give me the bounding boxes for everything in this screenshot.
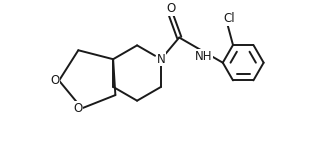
Text: O: O — [51, 74, 60, 87]
Text: Cl: Cl — [223, 12, 235, 25]
Text: N: N — [157, 53, 165, 66]
Text: O: O — [167, 2, 176, 15]
Text: NH: NH — [195, 50, 212, 63]
Text: O: O — [74, 102, 83, 115]
